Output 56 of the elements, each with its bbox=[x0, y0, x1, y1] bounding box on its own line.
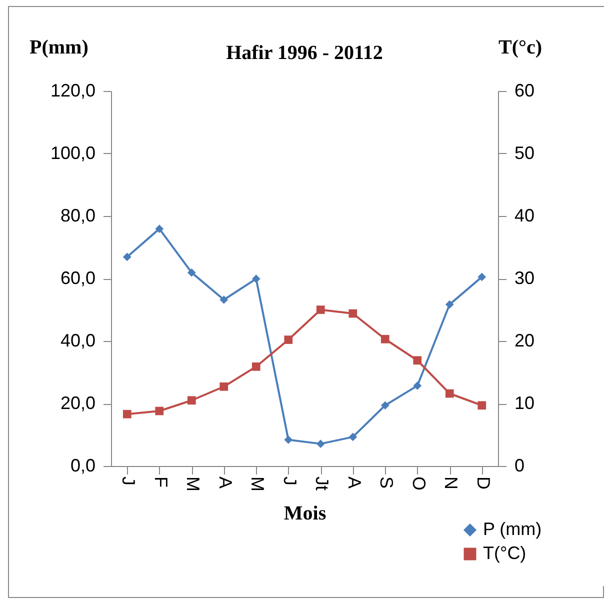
point bbox=[348, 432, 358, 442]
point bbox=[122, 252, 132, 262]
y2-axis-title: T(°c) bbox=[498, 36, 542, 58]
point bbox=[478, 401, 486, 410]
point bbox=[445, 300, 454, 309]
y-axis-title: P(mm) bbox=[30, 36, 88, 58]
y2-tick-label: 20 bbox=[514, 330, 535, 350]
point bbox=[478, 272, 486, 282]
x-tick-label: O bbox=[408, 476, 429, 491]
point bbox=[155, 406, 164, 416]
x-tick-label: A bbox=[215, 476, 236, 489]
x-tick-label: F bbox=[150, 476, 171, 488]
y2-tick-label: 0 bbox=[514, 456, 525, 476]
x-tick-label: M bbox=[248, 476, 268, 492]
point bbox=[284, 436, 293, 444]
point bbox=[380, 401, 390, 410]
x-tick-label: J bbox=[280, 476, 300, 486]
point bbox=[155, 224, 164, 233]
point bbox=[122, 410, 132, 418]
point bbox=[252, 274, 260, 283]
y2-tick-label: 50 bbox=[514, 143, 535, 163]
point bbox=[413, 356, 422, 365]
point bbox=[413, 382, 422, 390]
y2-tick-label: 10 bbox=[514, 393, 535, 413]
x-tick-label: J bbox=[118, 476, 139, 486]
point bbox=[187, 396, 196, 405]
y-tick-label: 100,0 bbox=[50, 143, 96, 163]
x-tick-label: A bbox=[344, 476, 364, 489]
point bbox=[252, 362, 260, 371]
y-tick-label: 0,0 bbox=[70, 456, 96, 476]
point bbox=[220, 382, 228, 391]
y-tick-label: 60,0 bbox=[60, 268, 96, 288]
y2-tick-label: 30 bbox=[514, 268, 535, 288]
y-tick-label: 40,0 bbox=[60, 330, 96, 350]
x-tick-label: Jt bbox=[312, 476, 332, 491]
y-tick-label: 20,0 bbox=[60, 393, 96, 413]
y-tick-label: 120,0 bbox=[50, 80, 96, 100]
point bbox=[445, 389, 454, 398]
y2-tick-label: 40 bbox=[514, 206, 535, 226]
x-axis-title: Mois bbox=[284, 502, 326, 524]
point bbox=[316, 306, 325, 314]
legend-label: T(°C) bbox=[483, 543, 526, 563]
point bbox=[316, 440, 325, 448]
x-tick-label: M bbox=[183, 476, 204, 492]
x-tick-label: D bbox=[473, 476, 494, 490]
point bbox=[380, 334, 390, 344]
legend-label: P (mm) bbox=[483, 519, 542, 539]
point bbox=[220, 296, 228, 304]
y-tick-label: 80,0 bbox=[60, 206, 96, 226]
x-tick-label: N bbox=[441, 476, 462, 490]
y2-tick-label: 60 bbox=[514, 80, 535, 100]
point bbox=[348, 309, 358, 318]
point bbox=[284, 336, 293, 344]
point bbox=[187, 268, 196, 277]
chart-title: Hafir 1996 - 20112 bbox=[226, 42, 383, 64]
x-tick-label: S bbox=[376, 476, 397, 489]
